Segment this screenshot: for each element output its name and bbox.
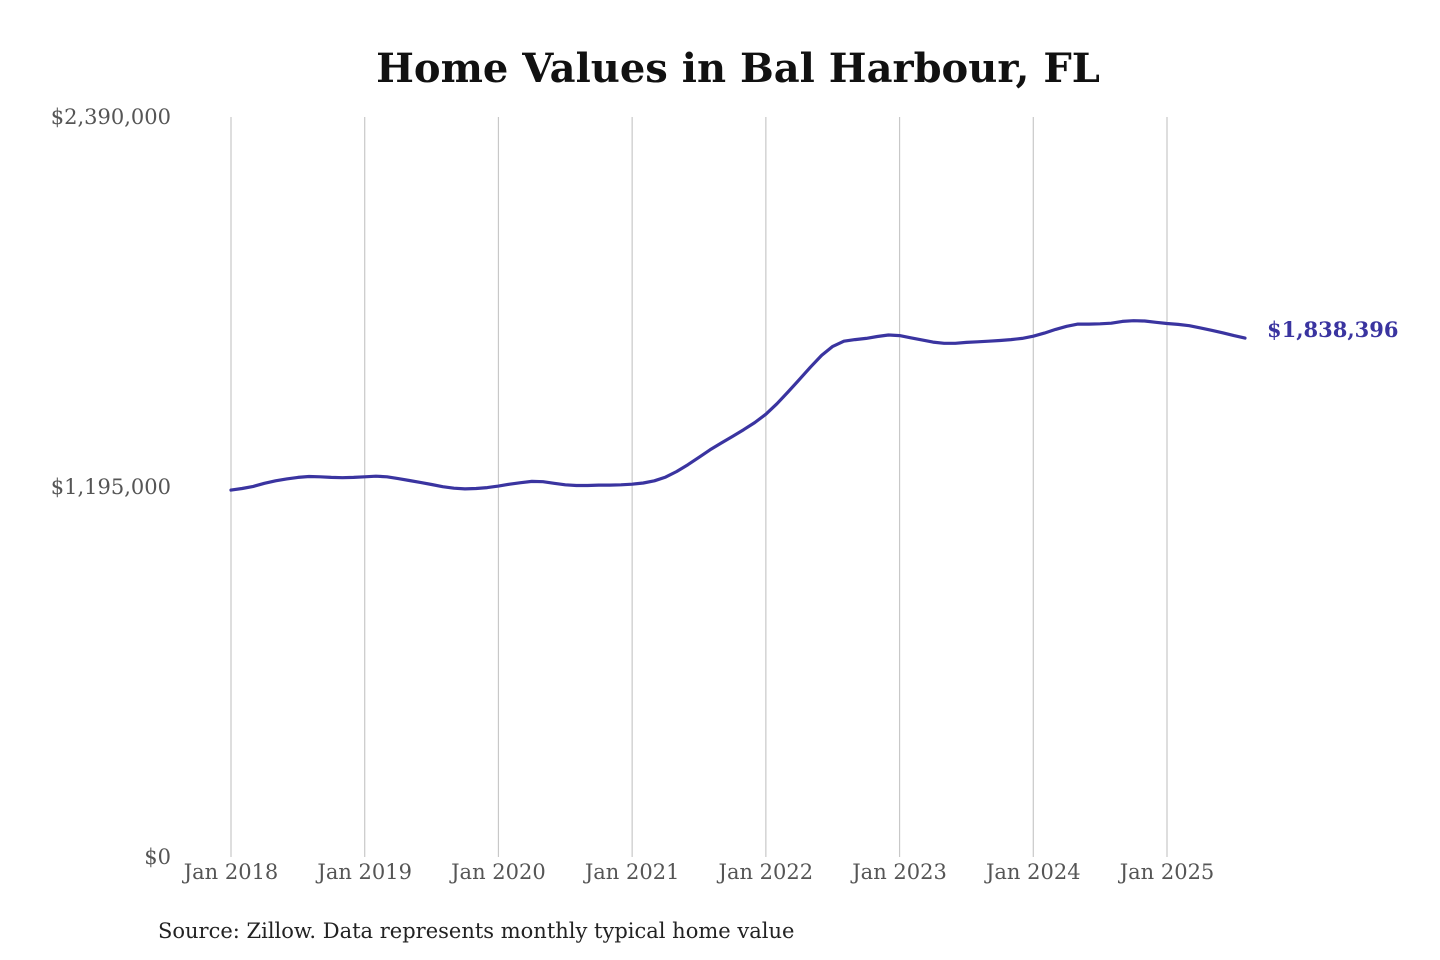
series-points-0 (230, 320, 1246, 491)
chart-title: Home Values in Bal Harbour, FL (376, 45, 1100, 92)
vertical-gridlines (230, 117, 1168, 857)
x-tick-label-7: Jan 2025 (1118, 860, 1215, 884)
y-tick-label-1: $1,195,000 (51, 475, 171, 499)
y-tick-label-0: $2,390,000 (51, 105, 171, 129)
source-note: Source: Zillow. Data represents monthly … (158, 919, 794, 943)
x-tick-label-0: Jan 2018 (182, 860, 279, 884)
x-tick-label-6: Jan 2024 (984, 860, 1081, 884)
x-tick-label-2: Jan 2020 (449, 860, 546, 884)
x-tick-label-4: Jan 2022 (717, 860, 814, 884)
x-tick-label-1: Jan 2019 (315, 860, 412, 884)
end-value-label-0: $1,838,396 (1267, 317, 1399, 342)
y-tick-label-2: $0 (144, 845, 171, 869)
y-axis: $2,390,000 $1,195,000 $0 (51, 105, 171, 869)
x-tick-label-5: Jan 2023 (850, 860, 947, 884)
series-line-0 (229, 319, 1247, 492)
x-tick-label-3: Jan 2021 (583, 860, 680, 884)
x-axis: Jan 2018 Jan 2019 Jan 2020 Jan 2021 Jan 2022… (182, 860, 1215, 884)
series-group: $1,838,396 (229, 317, 1399, 492)
